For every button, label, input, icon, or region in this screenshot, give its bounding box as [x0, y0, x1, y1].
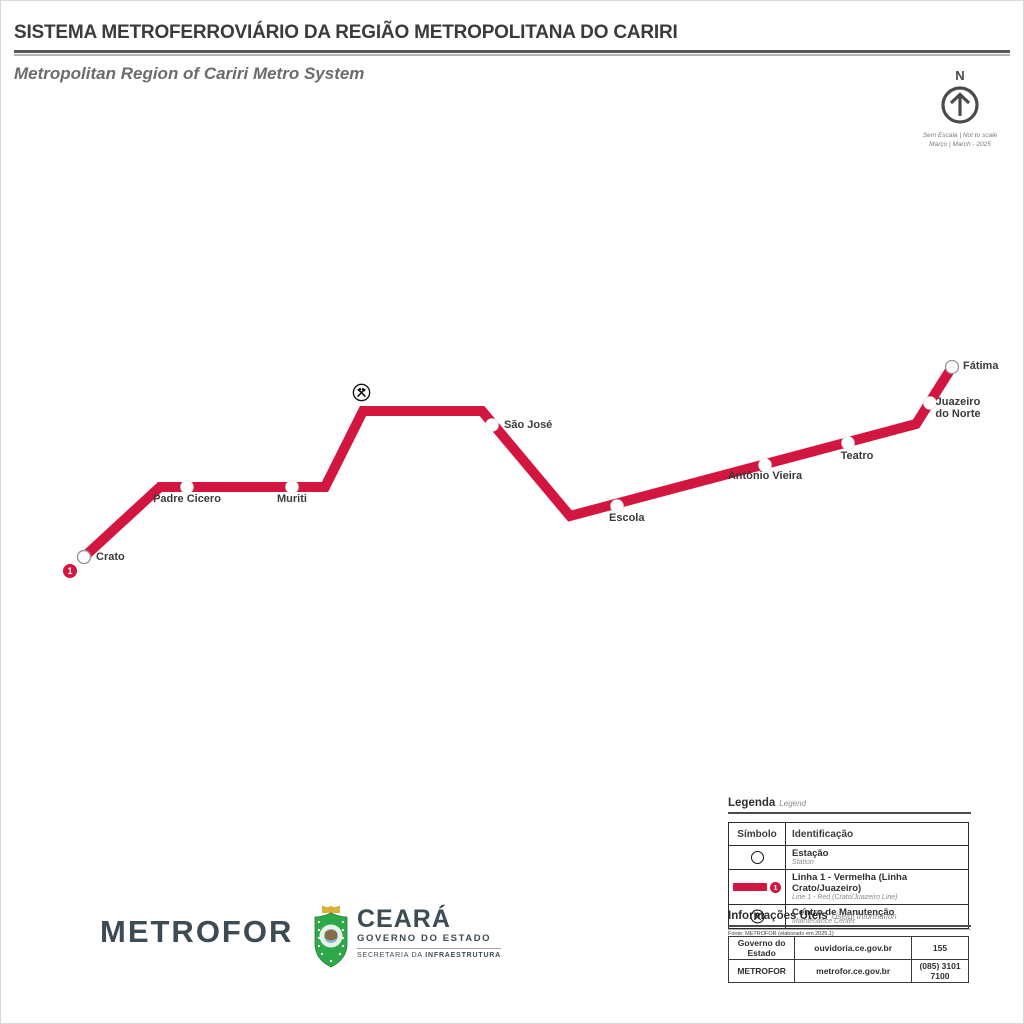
north-arrow-icon [941, 86, 979, 124]
info-org: Governo do Estado [727, 936, 796, 960]
info-phone: (085) 3101 7100 [911, 959, 969, 983]
info-divider [728, 925, 971, 930]
station-label-escola: Escola [609, 512, 645, 524]
compass: N Sem Escala | Not to scale Março | Marc… [915, 68, 1005, 149]
station-label-padre-cicero: Padre Cicero [153, 493, 221, 505]
station-dot-juazeiro-do-norte [923, 396, 937, 410]
station-dot-crato [76, 549, 92, 565]
legend-col-identification: Identificação [785, 822, 969, 846]
info-org: METROFOR [727, 959, 796, 983]
station-label-antonio-vieira: Antônio Vieira [727, 470, 803, 482]
info-row-governo: Governo do Estado ouvidoria.ce.gov.br 15… [727, 936, 969, 960]
line-1-red [79, 362, 957, 562]
source-note: Fonte: METROFOR (elaborado em 2025.1) [728, 931, 834, 937]
station-symbol-icon [750, 851, 764, 864]
maintenance-center-icon [352, 383, 371, 402]
station-dot-sao-jose [485, 418, 499, 432]
legend-maintenance-label-en: Maintenance Center [792, 918, 856, 925]
legend-station-label: Estação [792, 848, 829, 859]
title-divider [14, 50, 1010, 56]
legend-header-row: Símbolo Identificação [727, 822, 969, 846]
useful-info-section: Informações Úteis Useful Information Gove… [727, 910, 971, 983]
ceara-logo-secretary: SECRETARIA DA INFRAESTRUTURA [357, 948, 502, 959]
info-title: Informações Úteis Useful Information [728, 910, 971, 922]
line-1-symbol [733, 883, 768, 891]
info-title-pt: Informações Úteis [728, 910, 828, 922]
station-label-sao-jose: São José [504, 419, 553, 431]
legend-title-pt: Legenda [728, 797, 776, 809]
ceara-crest-icon [314, 906, 348, 968]
legend-title-en: Legend [779, 799, 806, 808]
legend-row-station: Estação Station [727, 845, 969, 870]
date-note: Março | March - 2025 [929, 141, 991, 148]
legend-section: Legenda Legend Símbolo Identificação Esta… [727, 797, 971, 937]
ceara-secretary-name: INFRAESTRUTURA [425, 952, 502, 959]
line-1-badge: 1 [63, 564, 77, 578]
info-row-metrofor: METROFOR metrofor.ce.gov.br (085) 3101 7… [727, 959, 969, 983]
info-table: Governo do Estado ouvidoria.ce.gov.br 15… [727, 936, 969, 983]
station-dot-antonio-vieira [758, 458, 772, 472]
station-dot-teatro [841, 436, 855, 450]
ceara-logo-name: CEARÁ [357, 905, 451, 933]
ceara-government-logo: CEARÁ GOVERNO DO ESTADO SECRETARIA DA IN… [313, 905, 502, 968]
line-1-symbol-badge: 1 [770, 881, 782, 893]
legend-line1-label: Linha 1 - Vermelha (Linha Crato/Juazeiro… [792, 872, 908, 894]
station-dot-muriti [285, 480, 299, 494]
info-site: metrofor.ce.gov.br [794, 959, 913, 983]
legend-row-maintenance: Centro de Manutenção Maintenance Center [727, 904, 969, 929]
legend-line1-label-en: Line 1 - Red (Crato/Juazeiro Line) [792, 894, 898, 901]
page-title: SISTEMA METROFERROVIÁRIO DA REGIÃO METRO… [14, 22, 678, 43]
ceara-logo-government: GOVERNO DO ESTADO [357, 933, 492, 944]
station-dot-padre-cicero [180, 480, 194, 494]
station-label-teatro: Teatro [840, 450, 874, 462]
station-label-crato: Crato [96, 551, 125, 563]
station-label-fatima: Fátima [963, 360, 999, 372]
legend-divider [728, 812, 971, 814]
legend-row-line1: 1 Linha 1 - Vermelha (Linha Crato/Juazei… [727, 869, 969, 905]
legend-table: Símbolo Identificação Estação Station 1 [727, 822, 969, 929]
station-label-muriti: Muriti [277, 493, 307, 505]
legend-col-symbol: Símbolo [727, 822, 787, 846]
info-title-en: Useful Information [831, 912, 897, 921]
compass-north-label: N [955, 68, 965, 83]
page-subtitle: Metropolitan Region of Cariri Metro Syst… [14, 64, 365, 83]
metrofor-logo: METROFOR [100, 914, 294, 949]
station-dot-fatima [944, 359, 960, 375]
station-label-juazeiro-do-norte: Juazeiro do Norte [935, 396, 981, 420]
station-dot-escola [610, 499, 624, 513]
info-phone: 155 [911, 936, 969, 960]
maintenance-symbol-icon [750, 909, 764, 924]
legend-maintenance-label: Centro de Manutenção [792, 907, 895, 918]
scale-note: Sem Escala | Not to scale [922, 132, 998, 139]
legend-title: Legenda Legend [728, 797, 971, 809]
ceara-secretary-prefix: SECRETARIA DA [357, 952, 423, 959]
info-site: ouvidoria.ce.gov.br [794, 936, 913, 960]
legend-station-label-en: Station [792, 859, 814, 866]
